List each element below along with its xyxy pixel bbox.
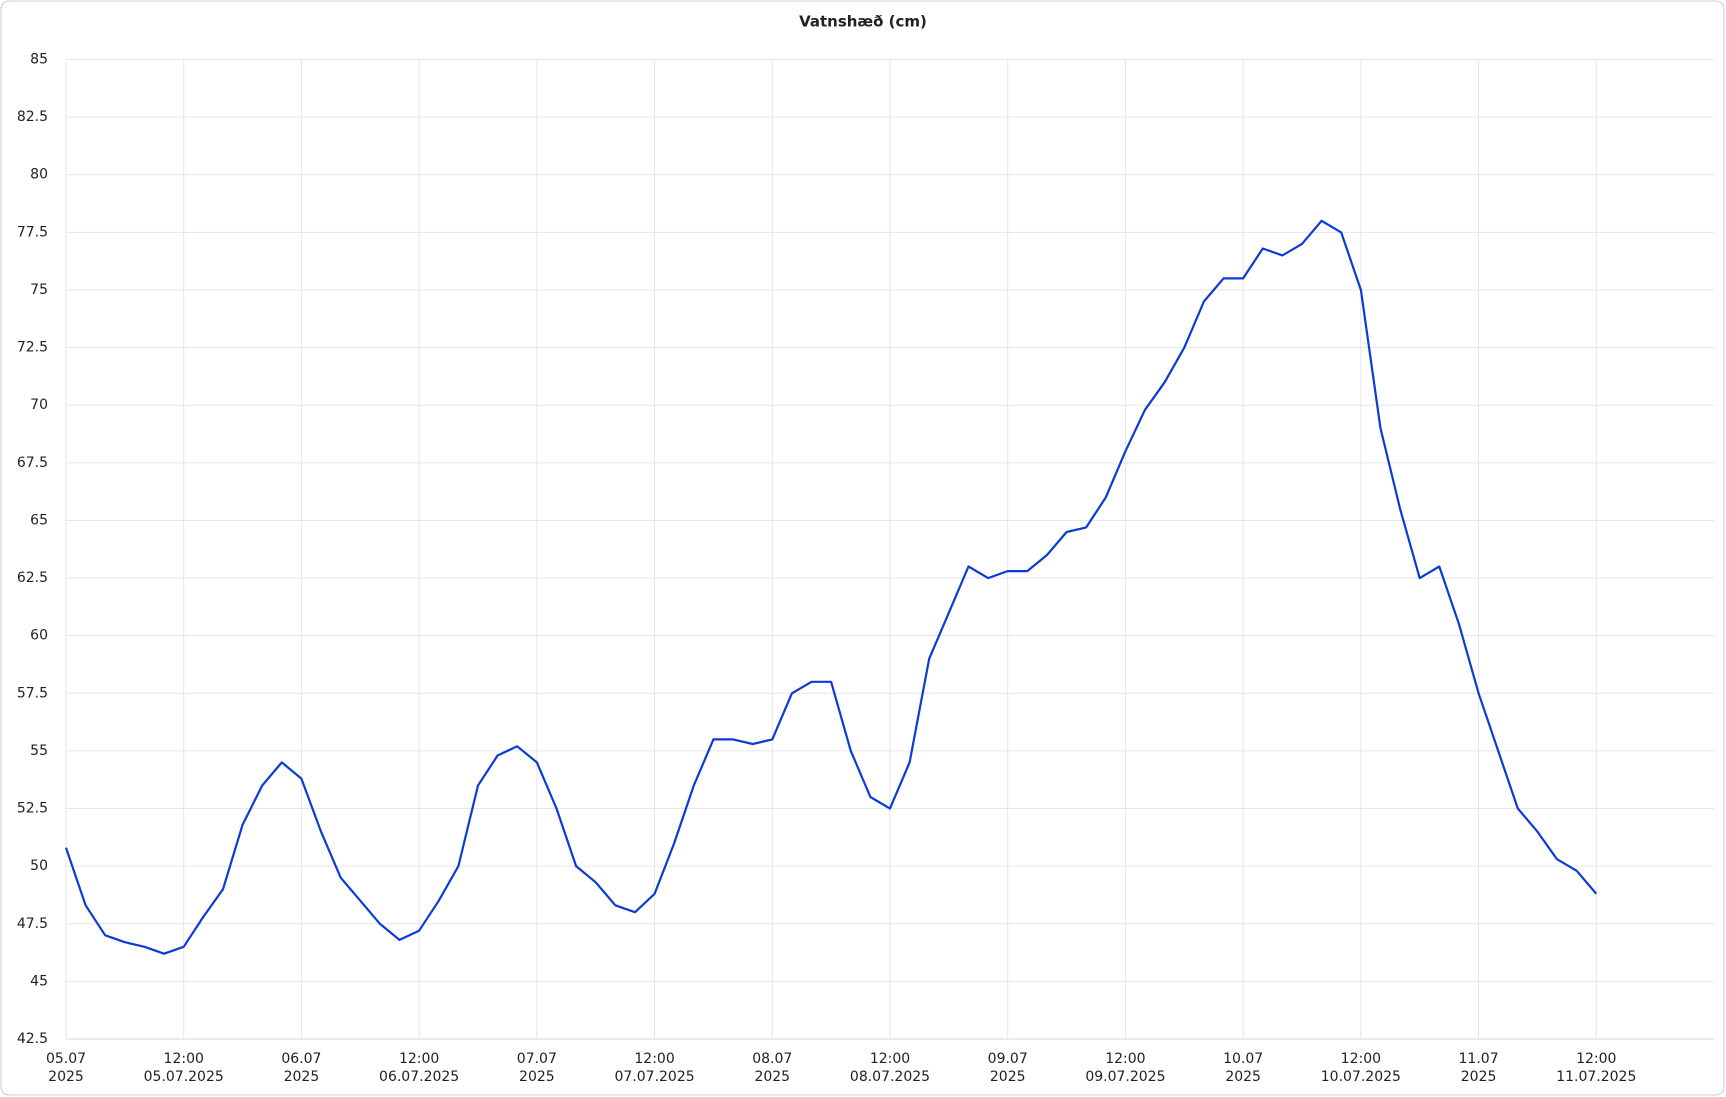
x-tick-label: 08.07.2025 (850, 1069, 930, 1085)
y-tick-label: 77.5 (17, 224, 48, 240)
x-tick-label: 2025 (284, 1069, 320, 1085)
data-line (64, 219, 1598, 955)
x-tick-label: 12:00 (870, 1051, 910, 1067)
y-tick-label: 52.5 (17, 801, 48, 817)
y-tick-label: 57.5 (17, 685, 48, 701)
y-tick-label: 55 (30, 743, 48, 759)
x-tick-label: 11.07.2025 (1556, 1069, 1636, 1085)
x-tick-label: 07.07.2025 (614, 1069, 694, 1085)
y-tick-label: 62.5 (17, 570, 48, 586)
y-tick-label: 65 (30, 512, 48, 528)
y-tick-label: 85 (30, 52, 48, 68)
x-tick-label: 10.07.2025 (1321, 1069, 1401, 1085)
x-tick-label: 12:00 (634, 1051, 674, 1067)
x-tick-label: 08.07 (752, 1051, 792, 1067)
y-tick-label: 82.5 (17, 109, 48, 125)
x-tick-label: 06.07 (281, 1051, 321, 1067)
x-tick-label: 2025 (990, 1069, 1026, 1085)
x-tick-label: 2025 (519, 1069, 555, 1085)
x-tick-label: 2025 (754, 1069, 790, 1085)
x-tick-label: 11.07 (1459, 1051, 1499, 1067)
x-tick-label: 2025 (48, 1069, 84, 1085)
x-tick-label: 05.07.2025 (144, 1069, 224, 1085)
x-tick-label: 2025 (1225, 1069, 1261, 1085)
x-tick-label: 12:00 (1105, 1051, 1145, 1067)
x-tick-label: 12:00 (164, 1051, 204, 1067)
x-tick-label: 06.07.2025 (379, 1069, 459, 1085)
x-tick-label: 10.07 (1223, 1051, 1263, 1067)
y-tick-label: 60 (30, 628, 48, 644)
y-tick-label: 70 (30, 397, 48, 413)
x-tick-label: 12:00 (1576, 1051, 1616, 1067)
y-tick-label: 67.5 (17, 455, 48, 471)
x-tick-label: 07.07 (517, 1051, 557, 1067)
y-tick-label: 75 (30, 282, 48, 298)
x-tick-label: 09.07.2025 (1085, 1069, 1165, 1085)
y-tick-label: 47.5 (17, 916, 48, 932)
x-tick-label: 2025 (1461, 1069, 1497, 1085)
y-tick-label: 50 (30, 858, 48, 874)
y-tick-label: 80 (30, 167, 48, 183)
chart-title: Vatnshæð (cm) (799, 13, 927, 31)
x-tick-label: 12:00 (399, 1051, 439, 1067)
y-tick-label: 72.5 (17, 340, 48, 356)
x-tick-label: 05.07 (46, 1051, 86, 1067)
x-tick-label: 09.07 (988, 1051, 1028, 1067)
y-tick-label: 45 (30, 973, 48, 989)
x-tick-label: 12:00 (1341, 1051, 1381, 1067)
y-tick-label: 42.5 (17, 1031, 48, 1047)
